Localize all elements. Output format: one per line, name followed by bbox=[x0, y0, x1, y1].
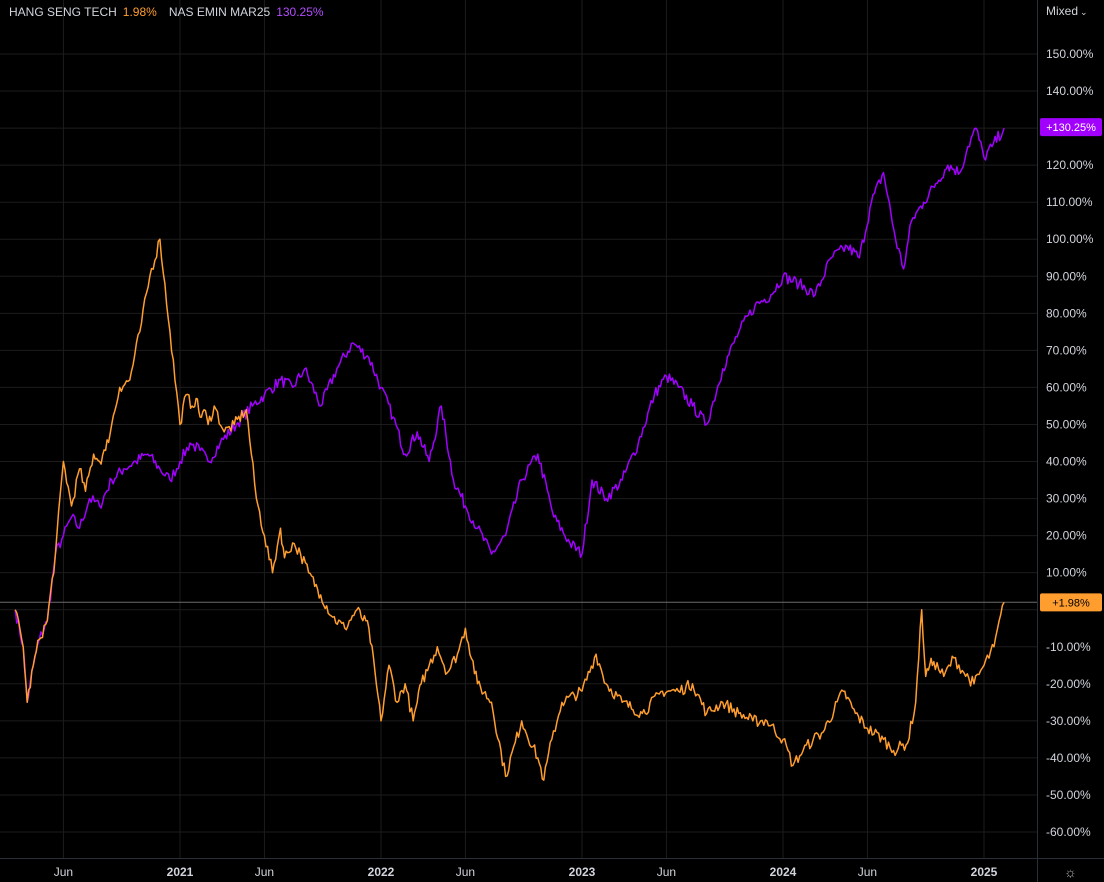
series-line-hang-seng-tech bbox=[14, 238, 1005, 781]
y-tick-label: 20.00% bbox=[1046, 529, 1087, 543]
x-tick-label: 2022 bbox=[368, 865, 395, 879]
gear-icon[interactable]: ☼ bbox=[1064, 864, 1077, 880]
y-tick-label: 10.00% bbox=[1046, 566, 1087, 580]
last-value-badge bbox=[1040, 593, 1102, 612]
x-tick-label: Jun bbox=[858, 865, 877, 879]
x-tick-label: Jun bbox=[456, 865, 475, 879]
y-tick-label: -40.00% bbox=[1046, 751, 1091, 765]
x-tick-label: 2023 bbox=[569, 865, 596, 879]
x-tick-label: Jun bbox=[657, 865, 676, 879]
y-tick-label: -50.00% bbox=[1046, 788, 1091, 802]
last-value-badges: +130.25% +1.98% bbox=[1040, 118, 1102, 612]
time-scale-labels: Jun 2021 Jun 2022 Jun 2023 Jun 2024 Jun 2025 bbox=[54, 865, 998, 879]
last-value-badge-label: +1.98% bbox=[1052, 597, 1090, 609]
horizontal-gridlines bbox=[0, 53, 1037, 833]
x-tick-label: 2024 bbox=[770, 865, 797, 879]
y-tick-label: 140.00% bbox=[1046, 84, 1094, 98]
y-tick-label: 90.00% bbox=[1046, 269, 1087, 283]
chart-legend: HANG SENG TECH 1.98% NAS EMIN MAR25 130.… bbox=[9, 5, 324, 19]
legend-series2-name[interactable]: NAS EMIN MAR25 bbox=[168, 5, 271, 19]
x-tick-label: Jun bbox=[54, 865, 73, 879]
y-tick-label: 60.00% bbox=[1046, 380, 1087, 394]
last-value-badge bbox=[1040, 118, 1102, 137]
vertical-gridlines bbox=[62, 0, 985, 858]
y-tick-label: 50.00% bbox=[1046, 417, 1087, 431]
y-tick-label: 120.00% bbox=[1046, 158, 1094, 172]
y-tick-label: 150.00% bbox=[1046, 47, 1094, 61]
x-tick-label: Jun bbox=[255, 865, 274, 879]
price-scale-labels: 150.00%140.00%130.00%120.00%110.00%100.0… bbox=[1046, 47, 1094, 839]
y-tick-label: 40.00% bbox=[1046, 455, 1087, 469]
chevron-down-icon: ⌄ bbox=[1080, 7, 1088, 17]
y-tick-label: 80.00% bbox=[1046, 306, 1087, 320]
y-tick-label: 110.00% bbox=[1046, 195, 1093, 209]
legend-series1-value: 1.98% bbox=[122, 5, 157, 19]
series-line-nas-emin-mar25 bbox=[14, 127, 1005, 704]
last-value-badge-label: +130.25% bbox=[1046, 122, 1096, 134]
x-tick-label: 2025 bbox=[971, 865, 998, 879]
y-tick-label: 30.00% bbox=[1046, 492, 1087, 506]
y-tick-label: -20.00% bbox=[1046, 677, 1091, 691]
y-tick-label: -10.00% bbox=[1046, 640, 1091, 654]
scale-mode-label: Mixed bbox=[1046, 4, 1079, 18]
y-tick-label: -30.00% bbox=[1046, 714, 1091, 728]
series-lines bbox=[14, 127, 1005, 781]
legend-series1-name[interactable]: HANG SENG TECH bbox=[9, 5, 117, 19]
y-tick-label: 70.00% bbox=[1046, 343, 1087, 357]
legend-series2-value: 130.25% bbox=[276, 5, 324, 19]
y-tick-label: 100.00% bbox=[1046, 232, 1094, 246]
y-tick-label: -60.00% bbox=[1046, 825, 1091, 839]
x-tick-label: 2021 bbox=[167, 865, 194, 879]
scale-mode-dropdown[interactable]: Mixed ⌄ bbox=[1046, 4, 1088, 18]
